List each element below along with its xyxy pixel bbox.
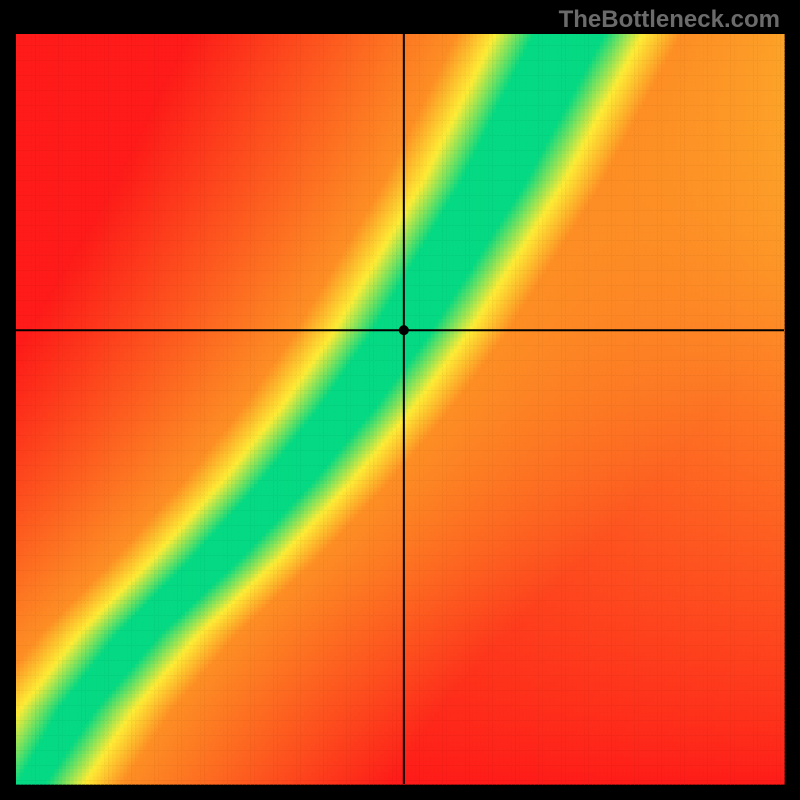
watermark-text: TheBottleneck.com <box>559 6 780 34</box>
chart-container: TheBottleneck.com <box>0 0 800 800</box>
bottleneck-heatmap <box>0 0 800 800</box>
